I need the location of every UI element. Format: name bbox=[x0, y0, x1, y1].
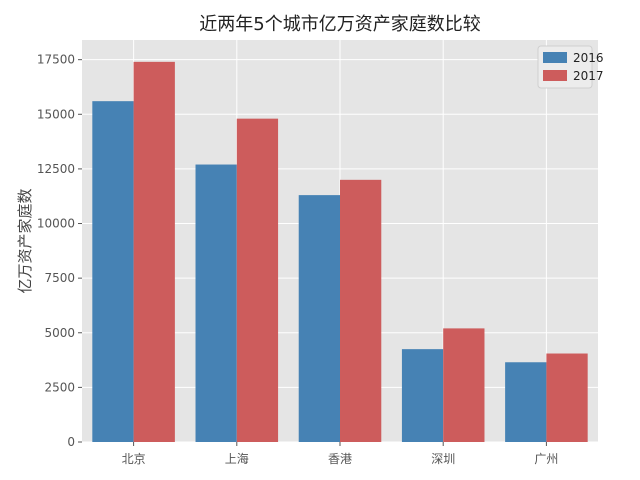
bar-2016-北京 bbox=[92, 101, 134, 442]
x-axis-ticks: 北京 上海 香港 深圳 广州 bbox=[122, 442, 558, 466]
y-axis-ticks: 0 2500 5000 7500 10000 12500 15000 17500 bbox=[37, 53, 82, 449]
bars bbox=[92, 61, 588, 443]
y-tick-label: 10000 bbox=[37, 217, 75, 231]
bar-2017-北京 bbox=[133, 61, 175, 442]
bar-2017-香港 bbox=[340, 179, 382, 442]
x-tick-label: 香港 bbox=[328, 452, 352, 466]
y-tick-label: 0 bbox=[67, 435, 75, 449]
y-tick-label: 5000 bbox=[44, 326, 75, 340]
bar-2016-广州 bbox=[505, 362, 547, 442]
chart-title: 近两年5个城市亿万资产家庭数比较 bbox=[199, 14, 480, 35]
bar-2017-深圳 bbox=[443, 328, 485, 442]
y-tick-label: 2500 bbox=[44, 380, 75, 394]
bar-2016-上海 bbox=[195, 164, 237, 443]
legend-swatch-2017 bbox=[543, 70, 567, 81]
legend-label-2016: 2016 bbox=[573, 51, 604, 65]
y-tick-label: 15000 bbox=[37, 107, 75, 121]
y-axis-label: 亿万资产家庭数 bbox=[16, 188, 34, 293]
legend: 2016 2017 bbox=[537, 45, 604, 89]
y-tick-label: 17500 bbox=[37, 53, 75, 67]
y-tick-label: 7500 bbox=[44, 271, 75, 285]
x-tick-label: 广州 bbox=[534, 452, 558, 466]
bar-2016-深圳 bbox=[401, 349, 444, 442]
bar-2016-香港 bbox=[298, 195, 340, 442]
x-tick-label: 上海 bbox=[225, 451, 249, 466]
x-tick-label: 北京 bbox=[122, 452, 146, 466]
bar-2017-上海 bbox=[236, 118, 279, 443]
x-tick-label: 深圳 bbox=[431, 452, 455, 466]
y-tick-label: 12500 bbox=[37, 162, 75, 176]
legend-swatch-2016 bbox=[543, 52, 567, 63]
legend-label-2017: 2017 bbox=[573, 69, 604, 83]
bar-2017-广州 bbox=[546, 353, 588, 442]
